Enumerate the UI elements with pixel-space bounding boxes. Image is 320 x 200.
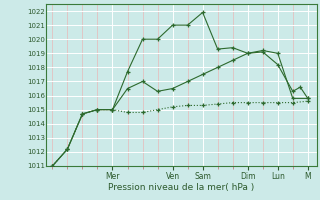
X-axis label: Pression niveau de la mer( hPa ): Pression niveau de la mer( hPa ) — [108, 183, 255, 192]
